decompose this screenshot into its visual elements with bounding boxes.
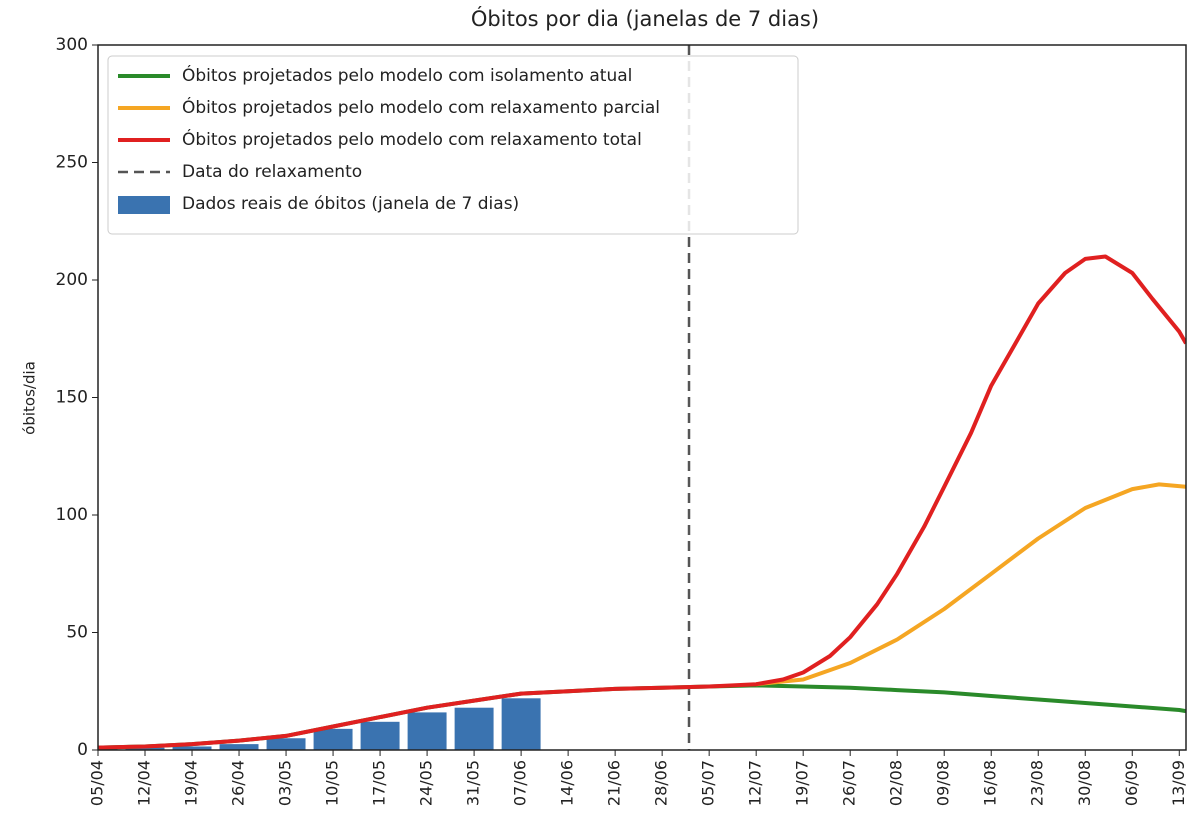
bar <box>407 712 447 750</box>
bar <box>360 721 400 750</box>
x-tick-label: 03/05 <box>276 760 295 806</box>
bar <box>125 747 165 750</box>
y-tick-label: 250 <box>56 153 88 173</box>
line-series <box>98 254 1186 750</box>
y-tick-label: 150 <box>56 388 88 408</box>
y-axis-label: óbitos/dia <box>21 361 39 435</box>
x-tick-label: 14/06 <box>558 760 577 806</box>
x-tick-label: 28/06 <box>652 760 671 806</box>
legend-label: Data do relaxamento <box>182 162 362 182</box>
bar <box>266 738 306 750</box>
x-tick-label: 19/07 <box>793 760 812 806</box>
legend-box <box>107 55 799 235</box>
bar <box>501 698 541 750</box>
plot-frame <box>97 44 1187 751</box>
line-series <box>756 482 1186 687</box>
legend-label: Dados reais de óbitos (janela de 7 dias) <box>182 194 519 214</box>
x-tick-label: 05/07 <box>699 760 718 806</box>
x-tick-label: 23/08 <box>1028 760 1047 806</box>
legend-swatch <box>118 196 170 214</box>
x-tick-label: 12/04 <box>135 760 154 806</box>
bar <box>454 707 494 750</box>
x-tick-label: 26/04 <box>229 760 248 806</box>
x-tick-label: 21/06 <box>605 760 624 806</box>
y-tick-label: 100 <box>56 505 88 525</box>
chart-title: Óbitos por dia (janelas de 7 dias) <box>471 6 819 31</box>
x-tick-label: 09/08 <box>934 760 953 806</box>
x-tick-label: 13/09 <box>1169 760 1188 806</box>
legend-label: Óbitos projetados pelo modelo com relaxa… <box>182 96 660 118</box>
bar <box>313 728 353 750</box>
x-tick-label: 07/06 <box>511 760 530 806</box>
x-tick-label: 17/05 <box>370 760 389 806</box>
legend-label: Óbitos projetados pelo modelo com isolam… <box>182 64 632 86</box>
x-tick-label: 02/08 <box>887 760 906 806</box>
x-tick-label: 31/05 <box>464 760 483 806</box>
x-tick-label: 12/07 <box>746 760 765 806</box>
x-tick-label: 10/05 <box>323 760 342 806</box>
y-tick-label: 0 <box>77 740 88 760</box>
x-tick-label: 26/07 <box>840 760 859 806</box>
y-tick-label: 300 <box>56 35 88 55</box>
y-tick-label: 200 <box>56 270 88 290</box>
x-tick-label: 19/04 <box>182 760 201 806</box>
y-tick-label: 50 <box>66 623 88 643</box>
x-tick-label: 06/09 <box>1122 760 1141 806</box>
bar <box>219 744 259 750</box>
x-tick-label: 24/05 <box>417 760 436 806</box>
x-tick-label: 05/04 <box>88 760 107 806</box>
legend-label: Óbitos projetados pelo modelo com relaxa… <box>182 128 642 150</box>
bar <box>172 746 212 750</box>
x-tick-label: 16/08 <box>981 760 1000 806</box>
x-tick-label: 30/08 <box>1075 760 1094 806</box>
